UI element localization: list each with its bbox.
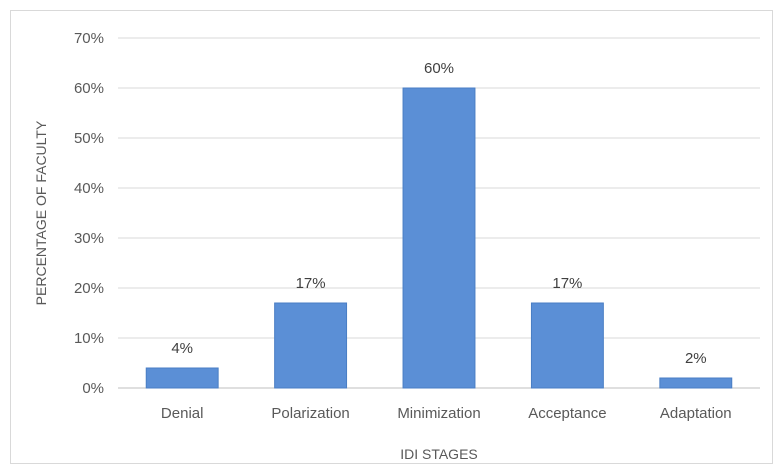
category-label: Denial	[161, 405, 204, 422]
bar-denial	[145, 367, 219, 389]
category-label: Polarization	[271, 405, 349, 422]
y-axis-title: PERCENTAGE OF FACULTY	[33, 120, 49, 305]
data-labels: 4% 17% 60% 17% 2%	[171, 60, 706, 367]
category-label: Adaptation	[660, 405, 732, 422]
category-label: Acceptance	[528, 405, 606, 422]
y-tick-label: 60%	[74, 80, 104, 97]
data-label: 60%	[424, 60, 454, 77]
bar-minimization	[402, 87, 476, 389]
y-tick-label: 10%	[74, 330, 104, 347]
x-tick-labels: Denial Polarization Minimization Acceptance…	[161, 405, 732, 422]
y-tick-label: 0%	[82, 380, 104, 397]
bars	[145, 87, 733, 389]
y-tick-label: 50%	[74, 130, 104, 147]
data-label: 17%	[296, 275, 326, 292]
bar-adaptation	[659, 377, 733, 389]
y-tick-labels: 0% 10% 20% 30% 40% 50% 60% 70%	[74, 30, 104, 397]
bar-acceptance	[530, 302, 604, 389]
data-label: 4%	[171, 340, 193, 357]
y-tick-label: 40%	[74, 180, 104, 197]
y-tick-label: 20%	[74, 280, 104, 297]
bar-polarization	[274, 302, 348, 389]
y-tick-label: 30%	[74, 230, 104, 247]
data-label: 2%	[685, 350, 707, 367]
x-axis-title: IDI STAGES	[400, 446, 478, 462]
y-tick-label: 70%	[74, 30, 104, 47]
category-label: Minimization	[397, 405, 480, 422]
data-label: 17%	[552, 275, 582, 292]
